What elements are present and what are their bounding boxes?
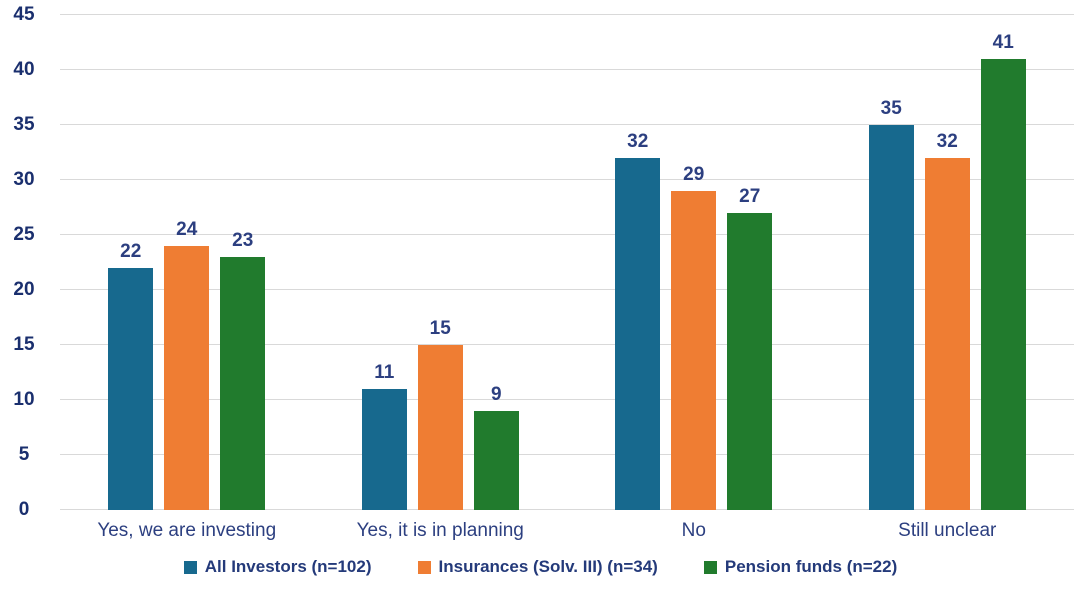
bar-value-label: 22 [120,241,142,262]
x-label-1: Yes, we are investing [97,520,277,541]
gridline-30 [60,179,1074,180]
y-tick-25: 25 [13,224,35,245]
y-tick-40: 40 [13,59,35,80]
bar-value-label: 35 [880,98,902,119]
gridline-25 [60,234,1074,235]
gridline-40 [60,69,1074,70]
bar-wrap: 11 [361,362,407,510]
bar-value-label: 32 [627,131,649,152]
bar-series1-cat3 [615,158,661,510]
y-tick-35: 35 [13,114,35,135]
gridline-10 [60,399,1074,400]
bar-series3-cat3 [727,213,773,510]
x-label-4: Still unclear [898,520,997,541]
bar-wrap: 32 [615,131,661,510]
bar-series1-cat4 [868,125,914,510]
bar-group-2: 11 15 9 [314,15,568,510]
y-tick-30: 30 [13,169,35,190]
legend-label: All Investors (n=102) [204,557,372,576]
legend-item-3: Pension funds (n=22) [703,557,898,577]
bar-value-label: 11 [374,362,395,383]
gridline-0 [60,509,1074,510]
legend-item-2: Insurances (Solv. III) (n=34) [417,557,658,577]
bar-value-label: 15 [429,318,451,339]
y-tick-15: 15 [13,334,35,355]
bar-series1-cat2 [361,389,407,510]
legend-swatch-icon [703,560,717,574]
bar-value-label: 23 [232,230,254,251]
legend-swatch-icon [417,560,431,574]
bar-series3-cat1 [220,257,266,510]
bar-wrap: 35 [868,98,914,510]
bar-wrap: 32 [924,131,970,510]
bar-group-3: 32 29 27 [567,15,821,510]
legend-item-1: All Investors (n=102) [183,557,372,577]
gridline-20 [60,289,1074,290]
bar-wrap: 15 [417,318,463,510]
bar-series3-cat2 [473,411,519,510]
bar-wrap: 23 [220,230,266,510]
x-label-3: No [681,520,706,541]
bar-wrap: 24 [164,219,210,510]
gridline-35 [60,124,1074,125]
bar-value-label: 27 [739,186,761,207]
bar-series1-cat1 [108,268,154,510]
x-axis-labels: Yes, we are investing Yes, it is in plann… [60,520,1074,542]
y-tick-45: 45 [13,4,35,25]
bar-value-label: 29 [683,164,705,185]
bar-series2-cat2 [417,345,463,510]
y-tick-10: 10 [13,389,35,410]
bar-group-1: 22 24 23 [60,15,314,510]
gridline-15 [60,344,1074,345]
y-tick-0: 0 [18,499,30,520]
legend-label: Insurances (Solv. III) (n=34) [438,557,658,576]
bar-value-label: 41 [992,32,1014,53]
y-tick-5: 5 [18,444,30,465]
plot-area: 22 24 23 11 15 9 32 29 27 35 32 41 [60,14,1074,510]
bar-series3-cat4 [980,59,1026,510]
y-tick-20: 20 [13,279,35,300]
bar-wrap: 41 [980,32,1026,510]
bar-group-4: 35 32 41 [821,15,1075,510]
bar-series2-cat1 [164,246,210,510]
bar-value-label: 32 [936,131,958,152]
legend: All Investors (n=102) Insurances (Solv. I… [0,557,1081,577]
bar-wrap: 29 [671,164,717,510]
x-label-2: Yes, it is in planning [356,520,524,541]
bar-wrap: 22 [108,241,154,510]
bar-value-label: 9 [490,384,502,405]
gridline-5 [60,454,1074,455]
bar-wrap: 9 [473,384,519,510]
bar-groups: 22 24 23 11 15 9 32 29 27 35 32 41 [60,15,1074,510]
bar-value-label: 24 [176,219,198,240]
gridline-45 [60,14,1074,15]
bar-series2-cat4 [924,158,970,510]
bar-series2-cat3 [671,191,717,510]
legend-swatch-icon [183,560,197,574]
legend-label: Pension funds (n=22) [724,557,898,576]
bar-wrap: 27 [727,186,773,510]
